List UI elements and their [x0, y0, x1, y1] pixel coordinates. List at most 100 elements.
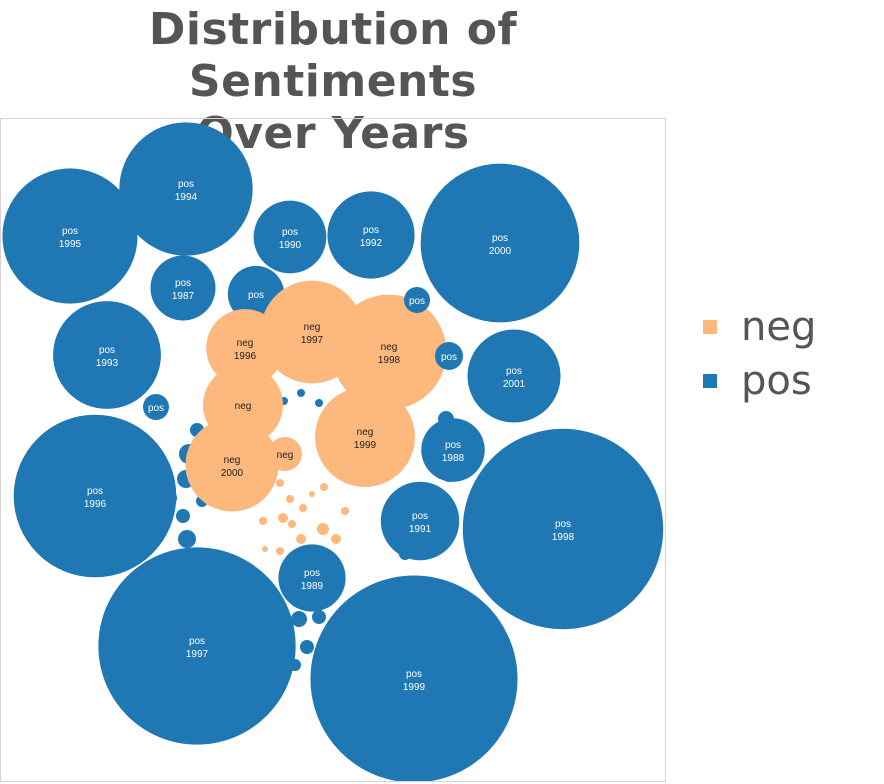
- bubble-small[interactable]: [341, 507, 349, 515]
- bubble-pos[interactable]: [404, 287, 430, 313]
- legend-swatch-neg: [703, 320, 717, 334]
- bubble-pos[interactable]: [143, 394, 169, 420]
- bubble-small[interactable]: [176, 509, 190, 523]
- bubble-year-label: 1997: [301, 335, 324, 346]
- bubble-small[interactable]: [312, 610, 326, 624]
- bubble-label: neg: [224, 455, 241, 466]
- bubble-neg-1999[interactable]: [315, 387, 415, 487]
- bubble-label: pos: [363, 225, 379, 236]
- bubble-small[interactable]: [309, 491, 315, 497]
- bubble-small[interactable]: [299, 504, 307, 512]
- bubble-label: pos: [62, 226, 78, 237]
- legend-swatch-pos: [703, 374, 717, 388]
- bubble-pos-1993[interactable]: [53, 301, 161, 409]
- bubble-label: neg: [277, 450, 294, 461]
- bubble-year-label: 1988: [442, 453, 465, 464]
- bubble-label: pos: [178, 179, 194, 190]
- bubble-year-label: 1999: [403, 682, 426, 693]
- bubble-label: pos: [304, 568, 320, 579]
- bubble-year-label: 2000: [489, 246, 512, 257]
- bubble-small[interactable]: [297, 389, 305, 397]
- bubble-year-label: 1997: [186, 649, 209, 660]
- bubble-neg-1996[interactable]: [206, 309, 284, 387]
- bubble-pos-1989[interactable]: [278, 544, 346, 612]
- legend-label-neg: neg: [741, 304, 817, 350]
- bubble-label: pos: [445, 440, 461, 451]
- bubble-pos-1999[interactable]: [310, 575, 518, 781]
- plot-area: pos 1995 pos 1994 pos 1990 pos 1992 pos 2000 pos 19…: [0, 118, 666, 782]
- bubble-small[interactable]: [300, 640, 314, 654]
- bubble-year-label: 1996: [234, 351, 257, 362]
- bubble-pos-1996[interactable]: [13, 414, 177, 578]
- bubble-year-label: 1994: [175, 192, 198, 203]
- bubble-label: neg: [381, 342, 398, 353]
- bubble-small[interactable]: [276, 547, 284, 555]
- bubble-label: neg: [237, 338, 254, 349]
- bubble-year-label: 1993: [96, 358, 119, 369]
- bubble-year-label: 1998: [378, 355, 401, 366]
- bubble-label: pos: [492, 233, 508, 244]
- chart-title-line-2: Over Years: [196, 108, 470, 159]
- bubble-label: pos: [406, 669, 422, 680]
- bubble-pos-2000[interactable]: [420, 163, 580, 323]
- bubble-small[interactable]: [317, 523, 329, 535]
- legend-label-pos: pos: [741, 358, 812, 404]
- bubble-pos-1987[interactable]: [150, 255, 216, 321]
- bubble-small[interactable]: [278, 513, 288, 523]
- bubble-label: neg: [235, 401, 252, 412]
- bubble-year-label: 1991: [409, 524, 432, 535]
- bubble-label: pos: [148, 403, 164, 414]
- bubble-label: pos: [282, 227, 298, 238]
- bubble-pos-1988[interactable]: [421, 418, 485, 482]
- bubble-small[interactable]: [288, 520, 296, 528]
- bubble-year-label: 1992: [360, 238, 383, 249]
- bubble-pos-1997[interactable]: [98, 547, 296, 745]
- bubble-pos-1994[interactable]: [119, 122, 253, 256]
- legend-item-pos[interactable]: pos: [703, 354, 816, 408]
- bubble-small[interactable]: [320, 483, 328, 491]
- bubble-small[interactable]: [286, 495, 294, 503]
- bubble-year-label: 2000: [221, 468, 244, 479]
- bubble-pos-2001[interactable]: [467, 329, 561, 423]
- bubble-label: pos: [409, 296, 425, 307]
- chart-title: Distribution of Sentiments Over Years: [0, 4, 666, 160]
- bubble-label: pos: [175, 278, 191, 289]
- chart-title-line-1: Distribution of Sentiments: [148, 4, 518, 107]
- bubble-label: pos: [87, 486, 103, 497]
- bubble-small[interactable]: [178, 530, 196, 548]
- bubble-year-label: 1990: [279, 240, 302, 251]
- bubble-pos[interactable]: [435, 342, 463, 370]
- bubble-label: neg: [357, 427, 374, 438]
- bubble-year-label: 1998: [552, 532, 575, 543]
- bubble-pos-1990[interactable]: [253, 200, 327, 274]
- bubble-pos-1992[interactable]: [327, 191, 415, 279]
- bubble-chart: pos 1995 pos 1994 pos 1990 pos 1992 pos 2000 pos 19…: [2, 122, 664, 781]
- bubble-label: pos: [99, 345, 115, 356]
- bubble-small[interactable]: [315, 399, 323, 407]
- bubble-label: pos: [189, 636, 205, 647]
- legend: neg pos: [703, 300, 816, 408]
- bubble-pos-1995[interactable]: [2, 168, 138, 304]
- bubble-small[interactable]: [331, 534, 341, 544]
- bubble-pos-1991[interactable]: [380, 481, 460, 561]
- bubble-neg[interactable]: [268, 437, 302, 471]
- bubble-year-label: 1996: [84, 499, 107, 510]
- bubble-small[interactable]: [276, 479, 284, 487]
- bubble-year-label: 1989: [301, 581, 324, 592]
- bubble-small[interactable]: [291, 611, 307, 627]
- legend-item-neg[interactable]: neg: [703, 300, 816, 354]
- bubble-neg-2000[interactable]: [185, 418, 279, 512]
- bubble-year-label: 1987: [172, 291, 195, 302]
- bubble-small[interactable]: [259, 517, 267, 525]
- bubble-label: neg: [304, 322, 321, 333]
- bubble-small[interactable]: [296, 534, 306, 544]
- bubble-label: pos: [248, 290, 264, 301]
- bubble-label: pos: [555, 519, 571, 530]
- bubble-year-label: 2001: [503, 379, 526, 390]
- bubble-neg-1998[interactable]: [331, 294, 447, 410]
- bubble-pos-1998[interactable]: [462, 428, 664, 630]
- bubble-small[interactable]: [262, 546, 268, 552]
- bubble-year-label: 1999: [354, 440, 377, 451]
- bubble-year-label: 1995: [59, 239, 82, 250]
- bubble-label: pos: [441, 352, 457, 363]
